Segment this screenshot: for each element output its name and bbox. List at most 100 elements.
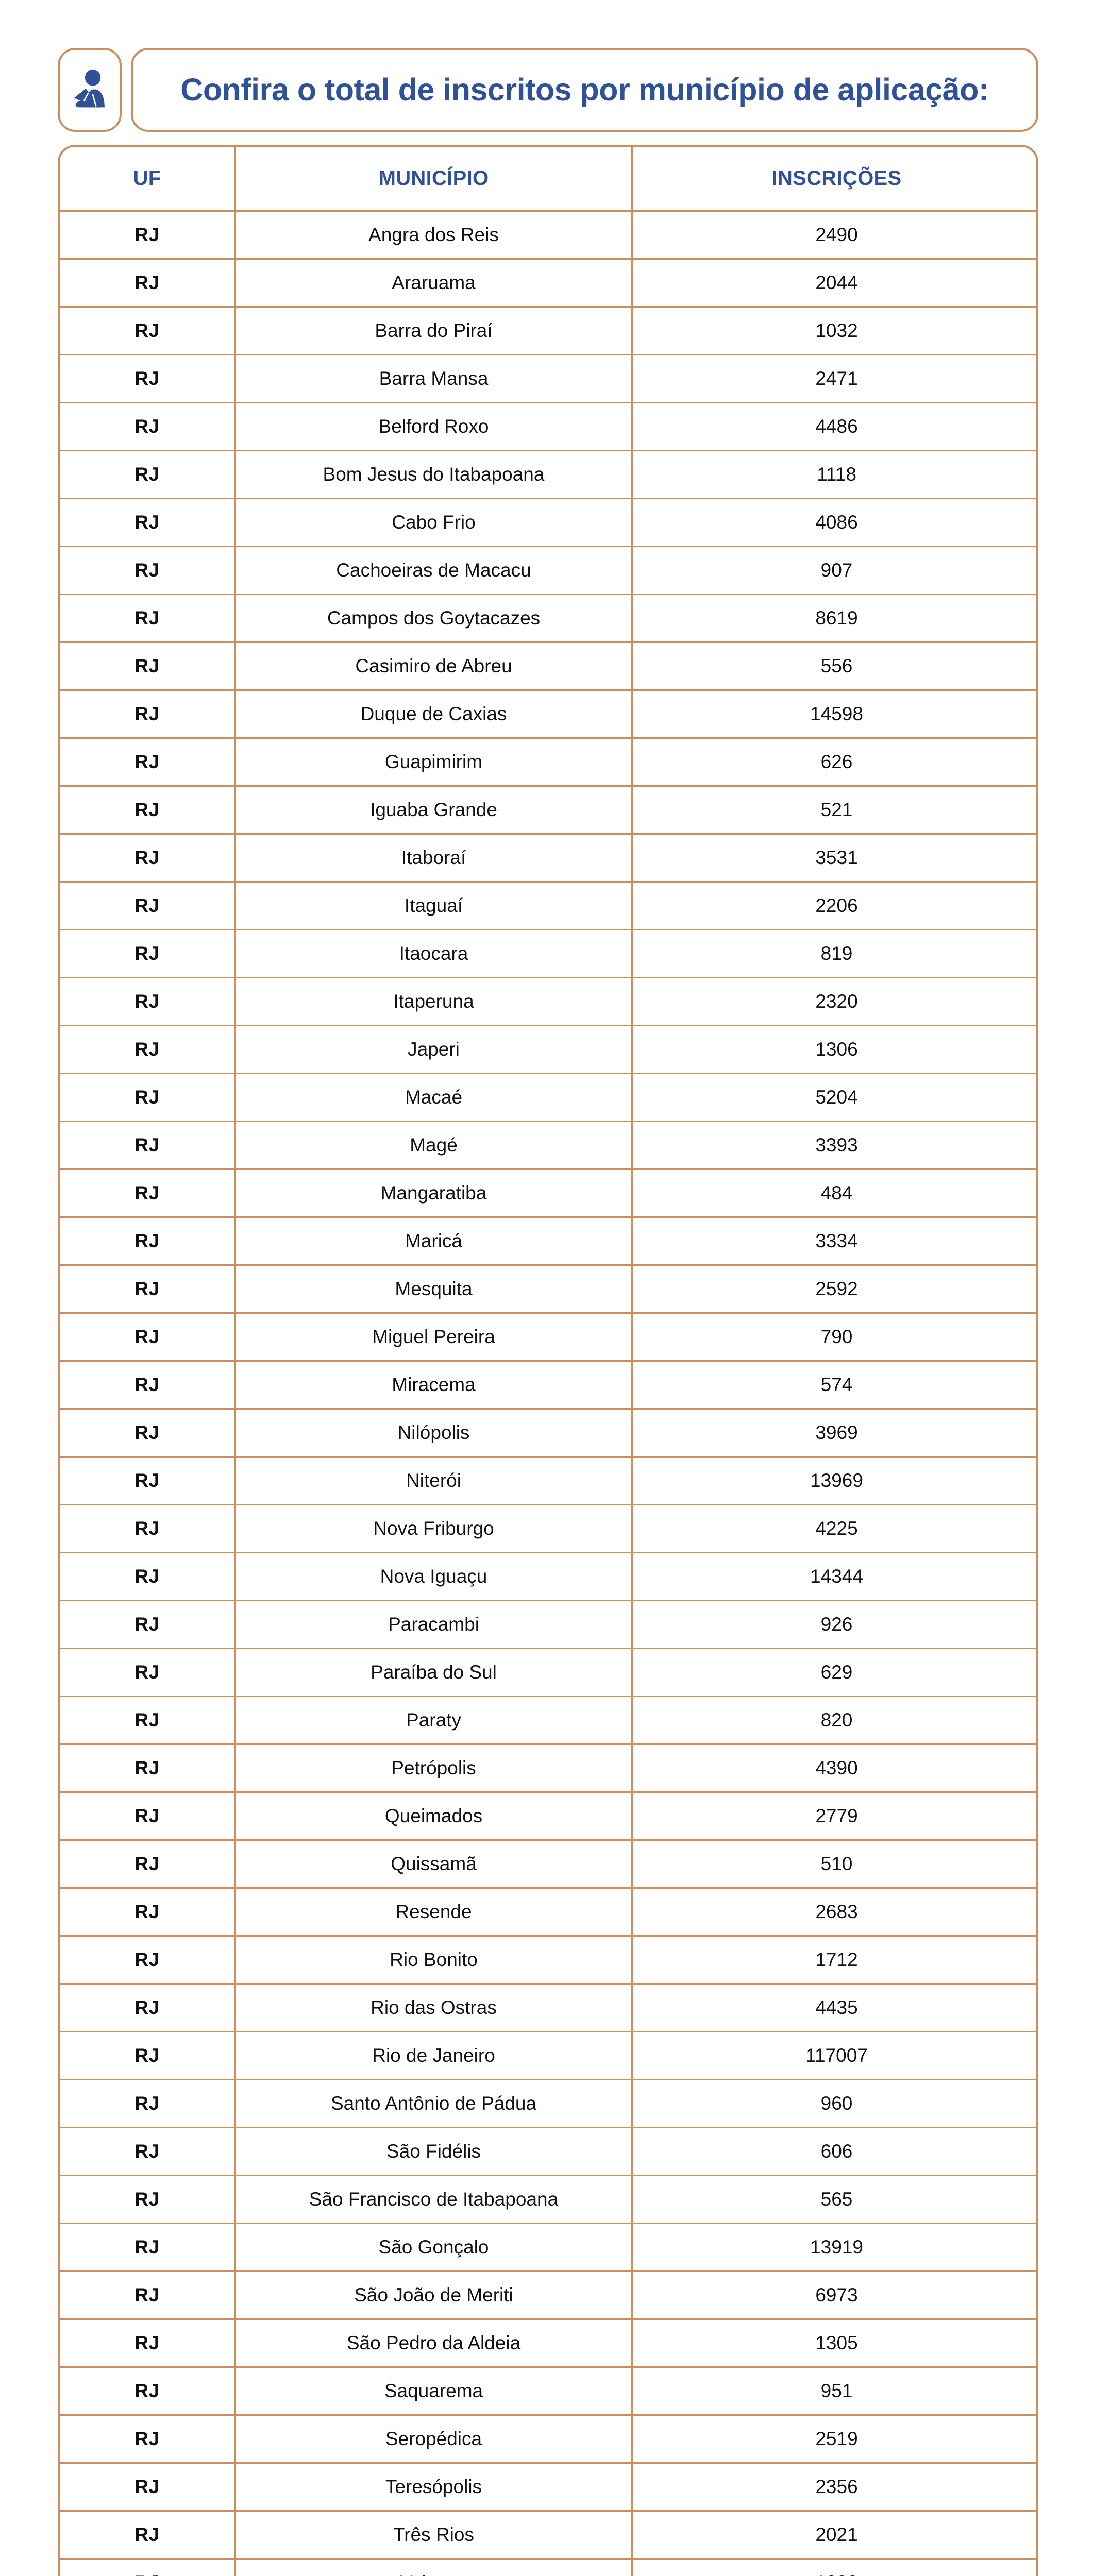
- table-row: RJ Queimados 2779: [60, 1793, 1036, 1841]
- column-header-inscricoes: INSCRIÇÕES: [633, 147, 1036, 212]
- cell-uf: RJ: [60, 2272, 236, 2320]
- cell-municipio: Paraíba do Sul: [236, 1649, 633, 1697]
- cell-municipio: São Gonçalo: [236, 2224, 633, 2272]
- inscritos-table: UF MUNICÍPIO INSCRIÇÕES RJ Angra dos Reis…: [60, 147, 1036, 2576]
- cell-municipio: São Pedro da Aldeia: [236, 2320, 633, 2368]
- cell-uf: RJ: [60, 1745, 236, 1793]
- table-row: RJ Duque de Caxias 14598: [60, 691, 1036, 739]
- cell-uf: RJ: [60, 499, 236, 547]
- table-header-row: UF MUNICÍPIO INSCRIÇÕES: [60, 147, 1036, 212]
- cell-uf: RJ: [60, 1410, 236, 1458]
- cell-inscricoes: 907: [633, 547, 1036, 595]
- cell-uf: RJ: [60, 978, 236, 1026]
- table-row: RJ Seropédica 2519: [60, 2416, 1036, 2464]
- cell-inscricoes: 6973: [633, 2272, 1036, 2320]
- cell-uf: RJ: [60, 2320, 236, 2368]
- cell-inscricoes: 2206: [633, 883, 1036, 930]
- table-row: RJ Nilópolis 3969: [60, 1410, 1036, 1458]
- table-row: RJ Angra dos Reis 2490: [60, 212, 1036, 260]
- cell-uf: RJ: [60, 1505, 236, 1553]
- cell-municipio: Miracema: [236, 1362, 633, 1410]
- cell-inscricoes: 4086: [633, 499, 1036, 547]
- cell-municipio: Duque de Caxias: [236, 691, 633, 739]
- cell-uf: RJ: [60, 1985, 236, 2032]
- cell-uf: RJ: [60, 547, 236, 595]
- table-row: RJ Rio das Ostras 4435: [60, 1985, 1036, 2032]
- column-header-municipio: MUNICÍPIO: [236, 147, 633, 212]
- table-row: RJ Rio de Janeiro 117007: [60, 2032, 1036, 2080]
- cell-inscricoes: 2683: [633, 1889, 1036, 1937]
- cell-municipio: Barra Mansa: [236, 355, 633, 403]
- cell-municipio: Nova Iguaçu: [236, 1553, 633, 1601]
- cell-uf: RJ: [60, 1458, 236, 1505]
- cell-municipio: Santo Antônio de Pádua: [236, 2080, 633, 2128]
- cell-inscricoes: 8619: [633, 595, 1036, 643]
- cell-inscricoes: 951: [633, 2368, 1036, 2416]
- cell-inscricoes: 4435: [633, 1985, 1036, 2032]
- cell-municipio: Mangaratiba: [236, 1170, 633, 1218]
- cell-municipio: Resende: [236, 1889, 633, 1937]
- cell-municipio: Quissamã: [236, 1841, 633, 1889]
- table-row: RJ São Pedro da Aldeia 1305: [60, 2320, 1036, 2368]
- student-reading-icon: [70, 69, 109, 111]
- table-row: RJ Itaocara 819: [60, 930, 1036, 978]
- cell-uf: RJ: [60, 2176, 236, 2224]
- cell-municipio: Angra dos Reis: [236, 212, 633, 260]
- cell-inscricoes: 2490: [633, 212, 1036, 260]
- cell-inscricoes: 4225: [633, 1505, 1036, 1553]
- cell-municipio: Casimiro de Abreu: [236, 643, 633, 691]
- cell-municipio: Araruama: [236, 260, 633, 308]
- cell-municipio: Petrópolis: [236, 1745, 633, 1793]
- cell-uf: RJ: [60, 2464, 236, 2512]
- table-row: RJ Japeri 1306: [60, 1026, 1036, 1074]
- cell-uf: RJ: [60, 2560, 236, 2576]
- table-row: RJ Paraíba do Sul 629: [60, 1649, 1036, 1697]
- table-row: RJ Nova Iguaçu 14344: [60, 1553, 1036, 1601]
- cell-inscricoes: 790: [633, 1314, 1036, 1362]
- cell-uf: RJ: [60, 1601, 236, 1649]
- cell-inscricoes: 1305: [633, 2320, 1036, 2368]
- cell-municipio: Itaboraí: [236, 835, 633, 883]
- cell-uf: RJ: [60, 2512, 236, 2560]
- cell-inscricoes: 5204: [633, 1074, 1036, 1122]
- cell-uf: RJ: [60, 1553, 236, 1601]
- cell-uf: RJ: [60, 1026, 236, 1074]
- cell-uf: RJ: [60, 2032, 236, 2080]
- cell-uf: RJ: [60, 1314, 236, 1362]
- cell-inscricoes: 4390: [633, 1745, 1036, 1793]
- cell-inscricoes: 2044: [633, 260, 1036, 308]
- cell-uf: RJ: [60, 2080, 236, 2128]
- cell-uf: RJ: [60, 1889, 236, 1937]
- table-row: RJ Mangaratiba 484: [60, 1170, 1036, 1218]
- table-row: RJ Santo Antônio de Pádua 960: [60, 2080, 1036, 2128]
- cell-municipio: Mesquita: [236, 1266, 633, 1314]
- cell-municipio: Três Rios: [236, 2512, 633, 2560]
- cell-municipio: Rio de Janeiro: [236, 2032, 633, 2080]
- cell-municipio: Itaocara: [236, 930, 633, 978]
- table-row: RJ Itaboraí 3531: [60, 835, 1036, 883]
- table-row: RJ Rio Bonito 1712: [60, 1937, 1036, 1985]
- cell-uf: RJ: [60, 835, 236, 883]
- cell-inscricoes: 565: [633, 2176, 1036, 2224]
- cell-uf: RJ: [60, 260, 236, 308]
- cell-municipio: Cachoeiras de Macacu: [236, 547, 633, 595]
- cell-inscricoes: 819: [633, 930, 1036, 978]
- cell-inscricoes: 510: [633, 1841, 1036, 1889]
- cell-inscricoes: 3334: [633, 1218, 1036, 1266]
- cell-uf: RJ: [60, 1649, 236, 1697]
- cell-municipio: São Francisco de Itabapoana: [236, 2176, 633, 2224]
- table-wrap: UF MUNICÍPIO INSCRIÇÕES RJ Angra dos Reis…: [58, 145, 1038, 2576]
- cell-inscricoes: 2471: [633, 355, 1036, 403]
- cell-inscricoes: 606: [633, 2128, 1036, 2176]
- cell-municipio: Magé: [236, 1122, 633, 1170]
- table-head: UF MUNICÍPIO INSCRIÇÕES: [60, 147, 1036, 212]
- cell-uf: RJ: [60, 403, 236, 451]
- table-row: RJ Campos dos Goytacazes 8619: [60, 595, 1036, 643]
- cell-municipio: Queimados: [236, 1793, 633, 1841]
- cell-municipio: Nova Friburgo: [236, 1505, 633, 1553]
- cell-inscricoes: 2592: [633, 1266, 1036, 1314]
- icon-card: [58, 48, 122, 132]
- table-row: RJ Teresópolis 2356: [60, 2464, 1036, 2512]
- table-row: RJ Paracambi 926: [60, 1601, 1036, 1649]
- cell-municipio: Guapimirim: [236, 739, 633, 787]
